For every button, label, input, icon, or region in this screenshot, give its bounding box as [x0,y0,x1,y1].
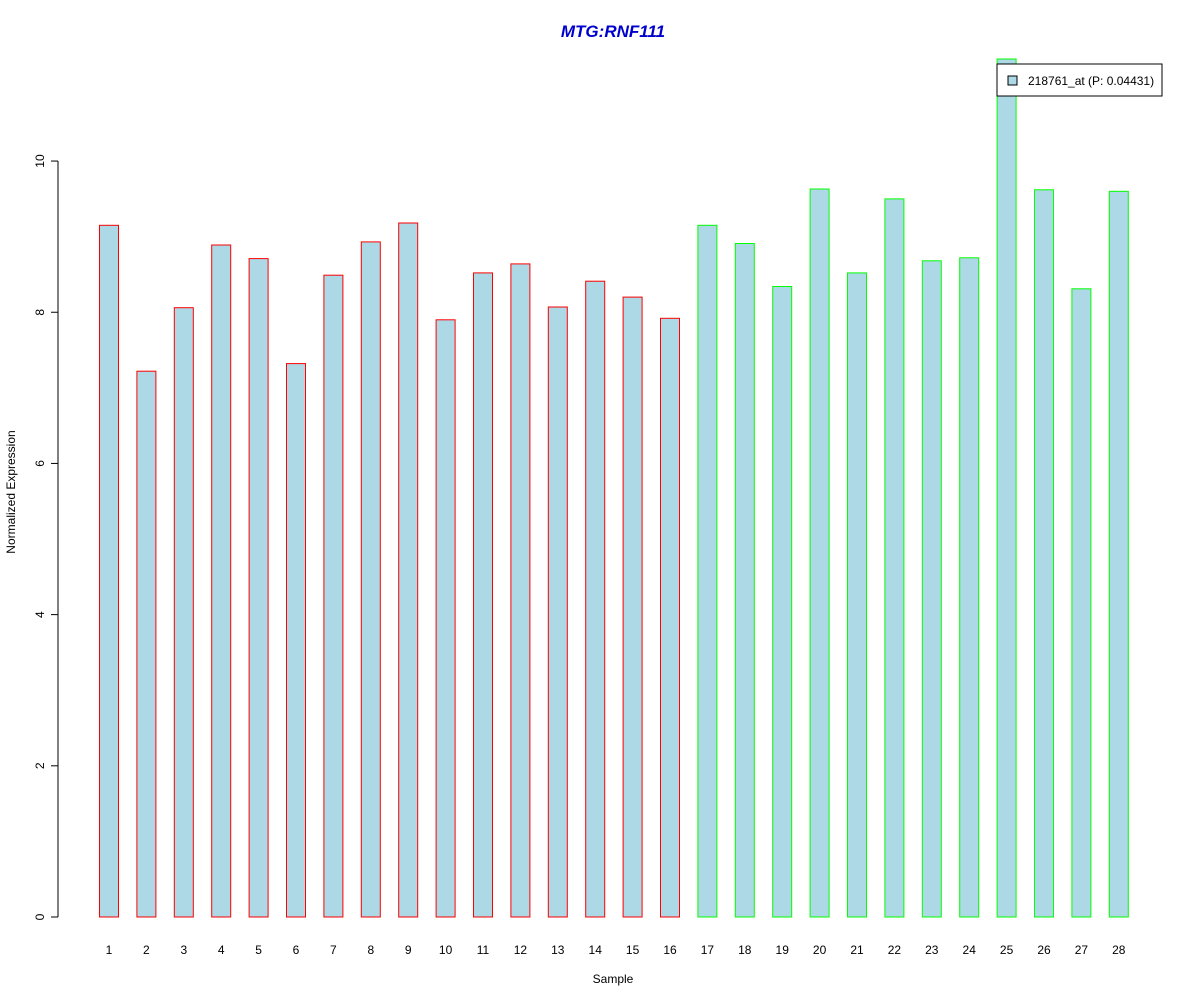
x-tick-label: 22 [888,943,902,957]
x-tick-label: 9 [405,943,412,957]
x-tick-label: 14 [589,943,603,957]
x-tick-label: 11 [477,943,490,957]
y-tick-label: 8 [33,309,47,316]
bar-sample-2 [136,370,157,918]
x-tick-label: 23 [925,943,939,957]
y-axis-label: Normalized Expression [4,430,18,553]
bar-sample-27 [1071,288,1092,918]
x-tick-label: 17 [701,943,715,957]
bar-sample-4 [211,244,232,918]
x-tick-label: 19 [776,943,790,957]
x-axis-label: Sample [593,972,634,986]
bar-sample-12 [510,263,531,918]
bar-sample-22 [884,198,905,918]
bar-sample-14 [585,280,606,918]
bar-sample-16 [660,317,680,918]
y-axis: 0 2 4 6 8 10 [33,154,59,920]
bar-sample-25 [996,58,1017,918]
y-tick-label: 4 [33,611,47,618]
bar-sample-11 [473,272,493,918]
bar-sample-26 [1034,189,1054,918]
bar-sample-15 [622,296,643,918]
x-tick-label: 20 [813,943,827,957]
bar-sample-13 [547,306,568,918]
bar-sample-10 [435,319,456,918]
bar-sample-3 [173,307,194,918]
bar-sample-9 [398,222,419,918]
bar-sample-19 [772,286,793,918]
bar-sample-24 [959,257,980,918]
y-tick-label: 6 [33,460,47,467]
bar-sample-1 [99,224,119,918]
x-tick-label: 5 [255,943,262,957]
x-tick-label: 12 [514,943,528,957]
x-tick-label: 24 [963,943,977,957]
legend-label: 218761_at (P: 0.04431) [1028,74,1154,88]
x-tick-label: 28 [1112,943,1126,957]
x-tick-label: 27 [1075,943,1089,957]
x-tick-label: 15 [626,943,640,957]
bars [99,58,1129,918]
legend: 218761_at (P: 0.04431) [996,63,1163,97]
bar-sample-5 [248,258,269,918]
y-tick-label: 2 [33,762,47,769]
x-tick-label: 7 [330,943,337,957]
bar-sample-21 [847,272,867,918]
x-tick-label: 16 [663,943,677,957]
bar-sample-23 [921,260,942,918]
legend-box [996,63,1163,97]
bar-sample-6 [286,363,306,918]
x-tick-label: 21 [850,943,864,957]
x-tick-label: 4 [218,943,225,957]
bar-sample-28 [1108,190,1129,918]
x-tick-label: 8 [367,943,374,957]
x-tick-label: 25 [1000,943,1014,957]
x-tick-label: 18 [738,943,752,957]
x-tick-label: 1 [106,943,113,957]
x-tick-label: 6 [293,943,300,957]
y-tick-label: 0 [33,913,47,920]
bar-sample-17 [697,224,718,918]
x-tick-label: 2 [143,943,150,957]
x-tick-label: 3 [180,943,187,957]
x-tick-label: 13 [551,943,565,957]
bar-sample-7 [323,274,344,918]
x-tick-label: 10 [439,943,453,957]
x-tick-label: 26 [1037,943,1051,957]
x-tick-labels: 1 2 3 4 5 6 7 8 9 10 11 12 13 14 15 16 17 18 19 20 21 22 23 24 2… [106,943,1126,957]
bar-sample-8 [360,241,381,918]
bar-sample-20 [809,188,830,918]
bar-sample-18 [734,243,755,918]
y-tick-label: 10 [33,154,47,168]
chart-title: MTG:RNF111 [561,22,665,41]
legend-swatch [1007,75,1018,86]
